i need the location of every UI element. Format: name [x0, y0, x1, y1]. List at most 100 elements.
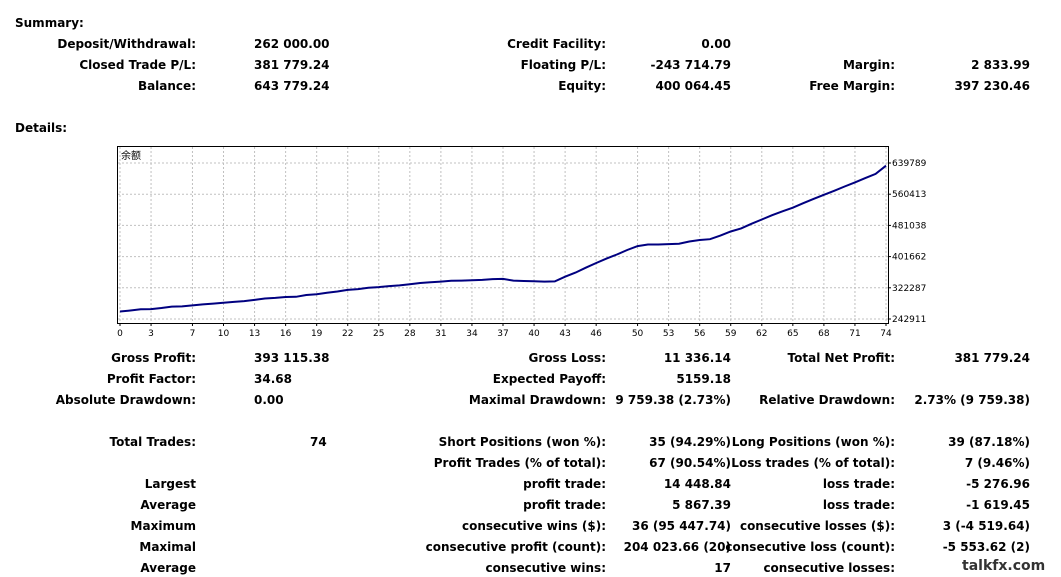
short-positions-value: 35 (94.29%)	[649, 435, 731, 449]
x-tick-label: 46	[590, 329, 602, 339]
x-tick-label: 3	[148, 329, 154, 339]
average-consecutive-wins-label: consecutive wins:	[485, 561, 606, 575]
free-margin-value: 397 230.46	[954, 79, 1030, 93]
largest-loss-label: loss trade:	[822, 477, 895, 491]
maximal-label: Maximal	[139, 540, 196, 554]
deposit-label: Deposit/Withdrawal:	[57, 37, 196, 51]
average-consecutive-losses-label: consecutive losses:	[763, 561, 895, 575]
x-tick-label: 68	[818, 329, 830, 339]
margin-label: Margin:	[842, 58, 895, 72]
gross-loss-value: 11 336.14	[663, 351, 731, 365]
balance-value: 643 779.24	[254, 79, 330, 93]
absolute-drawdown-label: Absolute Drawdown:	[55, 393, 196, 407]
x-tick-label: 34	[466, 329, 478, 339]
x-tick-label: 59	[725, 329, 737, 339]
gross-profit-value: 393 115.38	[254, 351, 330, 365]
average-profit-value: 5 867.39	[672, 498, 731, 512]
maximal-drawdown-value: 9 759.38 (2.73%)	[615, 393, 731, 407]
x-tick-label: 62	[756, 329, 767, 339]
floating-pl-label: Floating P/L:	[520, 58, 606, 72]
deposit-value: 262 000.00	[254, 37, 330, 51]
x-tick-label: 65	[787, 329, 798, 339]
loss-trades-label: Loss trades (% of total):	[731, 456, 895, 470]
y-tick-label: 401662	[892, 253, 926, 263]
x-tick-label: 56	[694, 329, 706, 339]
x-tick-label: 10	[218, 329, 230, 339]
credit-label: Credit Facility:	[507, 37, 606, 51]
x-tick-label: 50	[632, 329, 644, 339]
maximum-label: Maximum	[130, 519, 196, 533]
average-profit-label: profit trade:	[523, 498, 606, 512]
floating-pl-value: -243 714.79	[650, 58, 731, 72]
average-consecutive-label: Average	[140, 561, 196, 575]
maximal-consecutive-profit-value: 204 023.66 (20)	[623, 540, 731, 554]
total-trades-label: Total Trades:	[109, 435, 196, 449]
max-consecutive-wins-label: consecutive wins ($):	[461, 519, 606, 533]
profit-factor-label: Profit Factor:	[106, 372, 196, 386]
maximal-consecutive-loss-label: consecutive loss (count):	[725, 540, 895, 554]
max-consecutive-losses-value: 3 (-4 519.64)	[942, 519, 1030, 533]
maximal-consecutive-loss-value: -5 553.62 (2)	[942, 540, 1030, 554]
x-tick-label: 7	[190, 329, 196, 339]
credit-value: 0.00	[701, 37, 731, 51]
average-loss-label: loss trade:	[822, 498, 895, 512]
relative-drawdown-label: Relative Drawdown:	[759, 393, 895, 407]
x-tick-label: 71	[849, 329, 860, 339]
total-net-profit-label: Total Net Profit:	[787, 351, 895, 365]
max-consecutive-wins-value: 36 (95 447.74)	[631, 519, 731, 533]
x-tick-label: 0	[117, 329, 123, 339]
x-tick-label: 74	[880, 329, 892, 339]
watermark-logo: talkfx.com	[962, 558, 1046, 574]
y-tick-label: 481038	[892, 221, 927, 231]
details-heading: Details:	[15, 121, 68, 135]
balance-series-line	[119, 164, 887, 313]
absolute-drawdown-value: 0.00	[254, 393, 284, 407]
maximal-consecutive-profit-label: consecutive profit (count):	[425, 540, 606, 554]
y-tick-label: 242911	[892, 315, 926, 325]
balance-chart-svg: 余额	[118, 147, 888, 323]
y-tick-label: 639789	[892, 159, 927, 169]
x-tick-label: 28	[404, 329, 416, 339]
maximal-drawdown-label: Maximal Drawdown:	[468, 393, 606, 407]
max-consecutive-losses-label: consecutive losses ($):	[739, 519, 895, 533]
x-tick-label: 13	[249, 329, 260, 339]
chart-title: 余额	[121, 149, 141, 162]
expected-payoff-value: 5159.18	[676, 372, 731, 386]
average-consecutive-wins-value: 17	[714, 561, 731, 575]
largest-loss-value: -5 276.96	[966, 477, 1030, 491]
largest-label: Largest	[144, 477, 196, 491]
x-tick-label: 53	[663, 329, 674, 339]
total-net-profit-value: 381 779.24	[954, 351, 1030, 365]
free-margin-label: Free Margin:	[809, 79, 895, 93]
total-trades-value: 74	[310, 435, 327, 449]
gross-profit-label: Gross Profit:	[111, 351, 196, 365]
short-positions-label: Short Positions (won %):	[438, 435, 606, 449]
closed-pl-value: 381 779.24	[254, 58, 330, 72]
largest-profit-value: 14 448.84	[663, 477, 731, 491]
loss-trades-value: 7 (9.46%)	[964, 456, 1030, 470]
summary-heading: Summary:	[15, 16, 84, 30]
relative-drawdown-value: 2.73% (9 759.38)	[914, 393, 1030, 407]
x-tick-label: 40	[528, 329, 540, 339]
equity-label: Equity:	[558, 79, 606, 93]
x-tick-label: 19	[311, 329, 323, 339]
largest-profit-label: profit trade:	[523, 477, 606, 491]
gross-loss-label: Gross Loss:	[528, 351, 606, 365]
long-positions-value: 39 (87.18%)	[948, 435, 1030, 449]
margin-value: 2 833.99	[971, 58, 1030, 72]
long-positions-label: Long Positions (won %):	[731, 435, 895, 449]
x-tick-label: 22	[342, 329, 353, 339]
profit-factor-value: 34.68	[254, 372, 292, 386]
balance-label: Balance:	[137, 79, 196, 93]
x-tick-label: 43	[559, 329, 570, 339]
x-tick-label: 31	[435, 329, 446, 339]
y-tick-label: 560413	[892, 190, 926, 200]
x-tick-label: 37	[497, 329, 508, 339]
balance-chart: 余额	[117, 146, 889, 324]
expected-payoff-label: Expected Payoff:	[492, 372, 606, 386]
closed-pl-label: Closed Trade P/L:	[79, 58, 196, 72]
profit-trades-value: 67 (90.54%)	[649, 456, 731, 470]
x-tick-label: 16	[280, 329, 292, 339]
average-loss-value: -1 619.45	[966, 498, 1030, 512]
x-tick-label: 25	[373, 329, 384, 339]
